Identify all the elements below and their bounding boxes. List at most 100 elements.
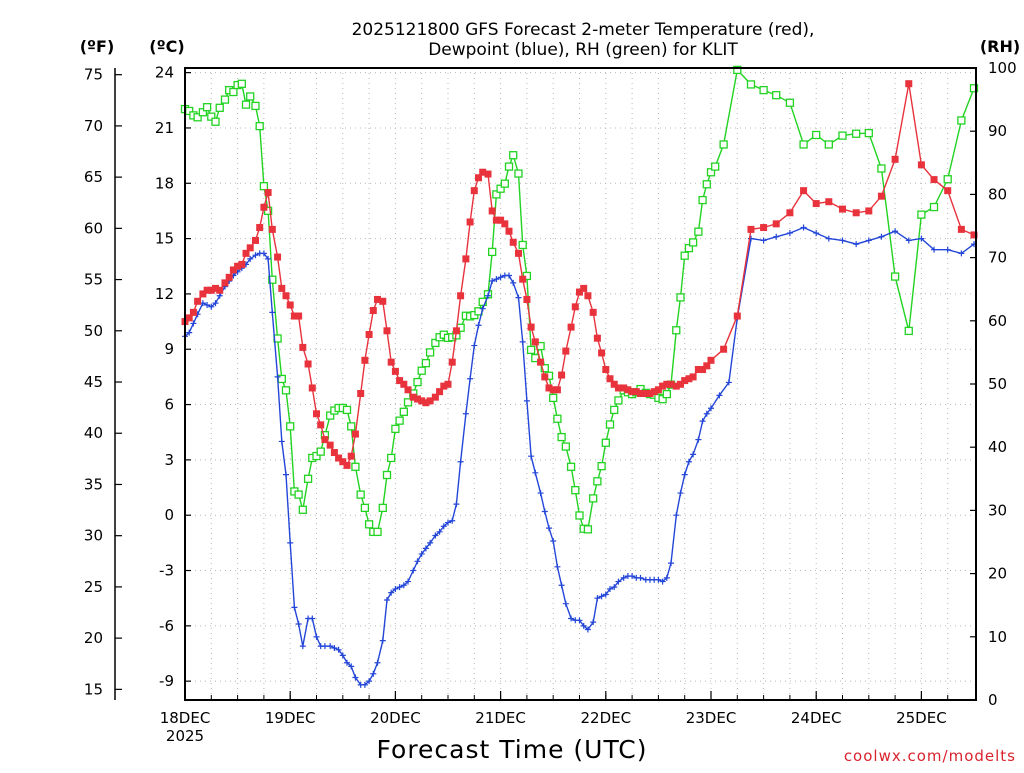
data-point (716, 392, 723, 399)
data-point (703, 362, 711, 370)
data-point (462, 410, 469, 417)
data-point (414, 558, 421, 565)
data-point (514, 169, 523, 178)
data-point (361, 681, 368, 688)
data-point (707, 356, 715, 364)
data-point (589, 494, 598, 503)
data-point (282, 471, 289, 478)
rh-tick-label: 50 (988, 375, 1007, 393)
data-point (877, 164, 886, 173)
data-point (426, 397, 434, 405)
data-point (396, 584, 403, 591)
data-point (708, 405, 714, 412)
data-point (672, 382, 680, 390)
data-point (479, 305, 486, 312)
x-tick-label: 20DEC (370, 709, 421, 727)
data-point (824, 140, 833, 149)
fahrenheit-unit-label: (ºF) (80, 37, 115, 56)
fahrenheit-tick-label: 50 (84, 322, 103, 340)
data-point (568, 615, 575, 622)
data-point (672, 326, 681, 335)
data-point (391, 424, 400, 434)
data-point (339, 652, 346, 659)
fahrenheit-tick-label: 60 (84, 219, 103, 237)
x-tick-label: 23DEC (686, 709, 737, 727)
data-point (958, 250, 965, 257)
fahrenheit-tick-label: 15 (84, 680, 103, 698)
data-point (238, 260, 246, 268)
data-point (379, 297, 387, 305)
x-tick-label: 21DEC (475, 709, 526, 727)
data-point (970, 231, 978, 239)
tick-labels: 15202530354045505560657075-9-6-303691215… (84, 59, 1017, 745)
data-point (202, 103, 212, 112)
series-temperature (181, 80, 978, 469)
data-point (299, 643, 306, 650)
data-point (772, 220, 780, 228)
data-point (602, 366, 610, 374)
data-point (606, 375, 614, 383)
data-point (746, 80, 756, 89)
data-point (557, 432, 566, 442)
data-point (567, 323, 575, 331)
data-point (944, 187, 952, 195)
data-point (466, 218, 474, 226)
data-point (449, 517, 456, 524)
celsius-tick-label: 12 (155, 285, 174, 303)
celsius-tick-label: 0 (164, 506, 174, 524)
data-point (509, 238, 517, 246)
data-point (265, 255, 272, 262)
data-point (702, 180, 711, 189)
celsius-tick-label: 18 (155, 174, 174, 192)
data-point (497, 274, 504, 281)
data-point (303, 474, 313, 483)
data-point (891, 155, 899, 163)
data-point (251, 236, 259, 244)
data-point (519, 338, 526, 345)
data-point (598, 349, 606, 357)
data-point (558, 371, 566, 379)
data-series (180, 65, 979, 688)
data-point (313, 633, 320, 640)
data-point (800, 224, 807, 231)
data-point (624, 386, 632, 394)
data-point (610, 405, 619, 415)
data-point (186, 329, 193, 336)
data-point (553, 414, 562, 423)
data-point (554, 563, 561, 570)
x-tick-sublabel: 2025 (166, 727, 204, 745)
data-point (382, 470, 392, 480)
data-point (388, 589, 395, 596)
data-point (601, 438, 610, 447)
data-point (584, 626, 591, 633)
data-point (611, 584, 618, 591)
data-point (221, 279, 229, 287)
data-point (347, 422, 356, 431)
celsius-tick-label: -9 (159, 672, 174, 690)
rh-tick-label: 20 (988, 565, 1007, 583)
data-point (878, 233, 885, 240)
data-point (252, 252, 259, 259)
data-point (681, 377, 689, 385)
data-point (269, 309, 276, 316)
data-point (892, 228, 899, 235)
data-point (330, 449, 338, 457)
data-point (676, 380, 684, 388)
data-point (409, 393, 417, 401)
data-point (339, 458, 347, 466)
data-point (659, 382, 667, 390)
data-point (642, 389, 650, 397)
data-point (917, 210, 926, 219)
data-point (260, 250, 267, 257)
data-point (650, 388, 658, 396)
data-point (211, 117, 220, 126)
data-point (531, 353, 540, 363)
data-point (291, 604, 298, 611)
data-point (203, 286, 211, 294)
data-point (690, 451, 697, 458)
data-point (527, 323, 535, 331)
data-point (436, 388, 444, 396)
data-point (207, 112, 216, 121)
series-dewpoint (182, 224, 977, 688)
